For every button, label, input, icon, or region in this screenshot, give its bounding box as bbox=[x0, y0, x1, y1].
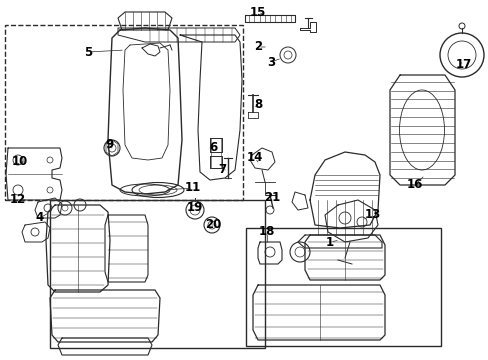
Text: 4: 4 bbox=[36, 211, 44, 225]
Text: 10: 10 bbox=[12, 156, 28, 168]
Text: 9: 9 bbox=[106, 139, 114, 152]
Text: 11: 11 bbox=[184, 181, 201, 194]
Text: 14: 14 bbox=[246, 152, 263, 165]
Text: 16: 16 bbox=[406, 179, 422, 192]
Text: 15: 15 bbox=[249, 5, 265, 18]
Text: 12: 12 bbox=[10, 193, 26, 207]
Text: 18: 18 bbox=[258, 225, 275, 238]
Text: 3: 3 bbox=[266, 55, 274, 68]
Text: 20: 20 bbox=[204, 219, 221, 231]
Text: 1: 1 bbox=[325, 235, 333, 248]
Text: 5: 5 bbox=[84, 45, 92, 58]
Bar bbox=[50, 200, 264, 348]
Text: 6: 6 bbox=[208, 141, 217, 154]
Text: 2: 2 bbox=[253, 40, 262, 54]
Text: 7: 7 bbox=[218, 163, 225, 176]
Text: 17: 17 bbox=[455, 58, 471, 72]
Text: 13: 13 bbox=[364, 208, 380, 221]
Text: 19: 19 bbox=[186, 202, 203, 215]
Bar bbox=[245, 228, 440, 346]
Bar bbox=[5, 25, 243, 200]
Text: 21: 21 bbox=[264, 192, 280, 204]
Text: 8: 8 bbox=[253, 99, 262, 112]
